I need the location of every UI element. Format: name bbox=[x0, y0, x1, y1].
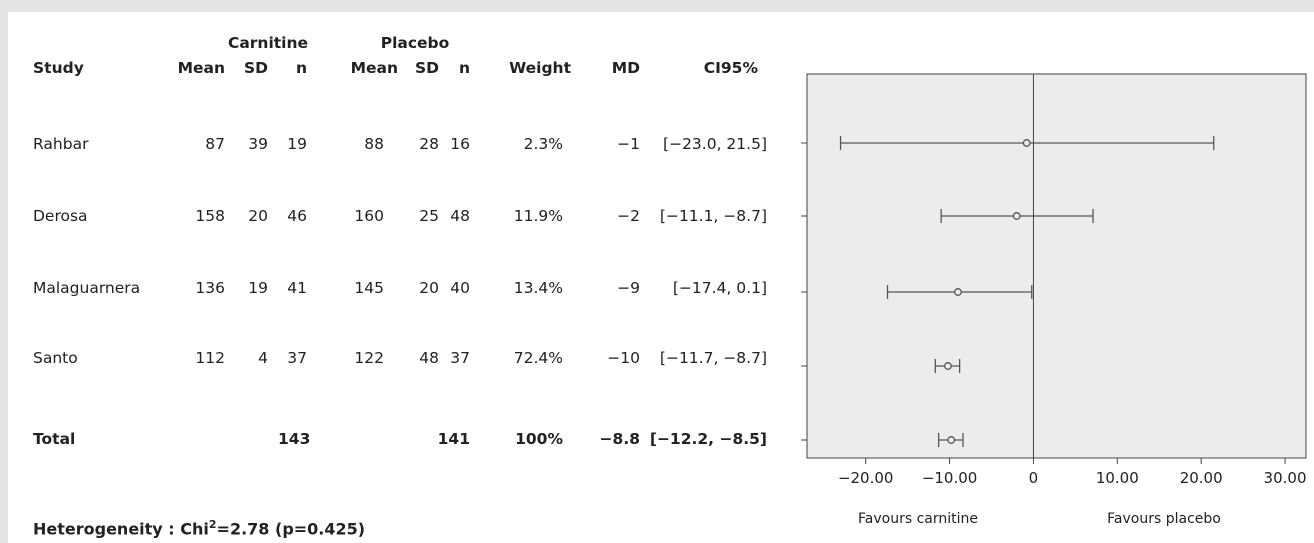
heterogeneity-statistic: Heterogeneity : Chi2=2.78 (p=0.425) bbox=[33, 516, 365, 538]
plot-area bbox=[806, 73, 1307, 459]
carnitine-sd: 20 bbox=[248, 207, 268, 225]
forest-plot-chart: −20.00 −10.00 0 10.00 20.00 30.00 Favours carn… bbox=[801, 73, 1307, 527]
placebo-sd: 28 bbox=[419, 135, 439, 153]
placebo-sd: 48 bbox=[419, 349, 439, 367]
weight-value: 13.4% bbox=[513, 279, 563, 297]
ci-value: [−11.7, −8.7] bbox=[659, 349, 767, 367]
carnitine-group-header: Carnitine bbox=[227, 34, 309, 52]
placebo-total-n: 141 bbox=[437, 430, 470, 448]
x-tick-label: 30.00 bbox=[1264, 469, 1307, 487]
total-label: Total bbox=[33, 430, 76, 448]
placebo-mean: 122 bbox=[354, 349, 384, 367]
md-header: MD bbox=[611, 59, 640, 77]
placebo-mean: 160 bbox=[354, 207, 384, 225]
carnitine-mean-header: Mean bbox=[177, 59, 225, 77]
x-tick-label: 10.00 bbox=[1096, 469, 1139, 487]
carnitine-mean: 136 bbox=[195, 279, 225, 297]
point-estimate bbox=[954, 288, 962, 296]
study-name: Santo bbox=[33, 349, 78, 367]
carnitine-sd: 4 bbox=[258, 349, 268, 367]
heterogeneity-prefix: Heterogeneity : Chi bbox=[33, 519, 209, 539]
ci-value: [−23.0, 21.5] bbox=[663, 135, 767, 153]
placebo-n: 16 bbox=[450, 135, 470, 153]
study-name: Rahbar bbox=[33, 135, 89, 153]
carnitine-sd: 19 bbox=[248, 279, 268, 297]
placebo-n-header: n bbox=[458, 59, 470, 77]
carnitine-total-n: 143 bbox=[278, 430, 311, 448]
favours-placebo-label: Favours placebo bbox=[1107, 511, 1221, 527]
heterogeneity-superscript: 2 bbox=[208, 518, 217, 531]
study-column-header: Study bbox=[33, 59, 84, 77]
x-tick-label: −10.00 bbox=[922, 469, 978, 487]
total-ci: [−12.2, −8.5] bbox=[649, 430, 767, 448]
carnitine-mean: 158 bbox=[195, 207, 225, 225]
placebo-sd: 25 bbox=[419, 207, 439, 225]
ci-value: [−17.4, 0.1] bbox=[672, 279, 767, 297]
placebo-mean: 145 bbox=[354, 279, 384, 297]
placebo-mean: 88 bbox=[364, 135, 384, 153]
carnitine-mean: 112 bbox=[195, 349, 225, 367]
carnitine-n: 37 bbox=[287, 349, 307, 367]
x-tick-label: 0 bbox=[1029, 469, 1039, 487]
md-value: −10 bbox=[607, 349, 640, 367]
ci-header: CI95% bbox=[703, 59, 758, 77]
point-estimate bbox=[1022, 139, 1031, 147]
weight-value: 2.3% bbox=[523, 135, 563, 153]
placebo-mean-header: Mean bbox=[350, 59, 398, 77]
carnitine-n-header: n bbox=[295, 59, 307, 77]
ci-value: [−11.1, −8.7] bbox=[659, 207, 767, 225]
point-estimate bbox=[1012, 212, 1021, 220]
placebo-n: 37 bbox=[450, 349, 470, 367]
x-tick-label: −20.00 bbox=[838, 469, 894, 487]
md-value: −9 bbox=[617, 279, 640, 297]
heterogeneity-value: =2.78 (p=0.425) bbox=[216, 519, 366, 539]
forest-plot-figure: Carnitine Placebo Study Mean SD n Mean S… bbox=[8, 12, 1314, 543]
carnitine-sd-header: SD bbox=[243, 59, 268, 77]
weight-value: 11.9% bbox=[513, 207, 563, 225]
study-name: Malaguarnera bbox=[33, 279, 141, 297]
carnitine-n: 41 bbox=[287, 279, 307, 297]
carnitine-n: 19 bbox=[287, 135, 307, 153]
favours-carnitine-label: Favours carnitine bbox=[858, 511, 978, 527]
point-estimate bbox=[943, 362, 952, 370]
study-name: Derosa bbox=[33, 207, 88, 225]
placebo-sd-header: SD bbox=[414, 59, 439, 77]
total-weight: 100% bbox=[515, 430, 563, 448]
placebo-group-header: Placebo bbox=[380, 34, 450, 52]
x-tick-label: 20.00 bbox=[1180, 469, 1223, 487]
carnitine-sd: 39 bbox=[248, 135, 268, 153]
point-estimate bbox=[947, 436, 956, 444]
total-md: −8.8 bbox=[599, 430, 640, 448]
carnitine-n: 46 bbox=[287, 207, 307, 225]
placebo-n: 48 bbox=[450, 207, 470, 225]
weight-value: 72.4% bbox=[513, 349, 563, 367]
carnitine-mean: 87 bbox=[205, 135, 225, 153]
md-value: −1 bbox=[617, 135, 640, 153]
placebo-n: 40 bbox=[450, 279, 470, 297]
weight-header: Weight bbox=[509, 59, 571, 77]
md-value: −2 bbox=[617, 207, 640, 225]
placebo-sd: 20 bbox=[419, 279, 439, 297]
